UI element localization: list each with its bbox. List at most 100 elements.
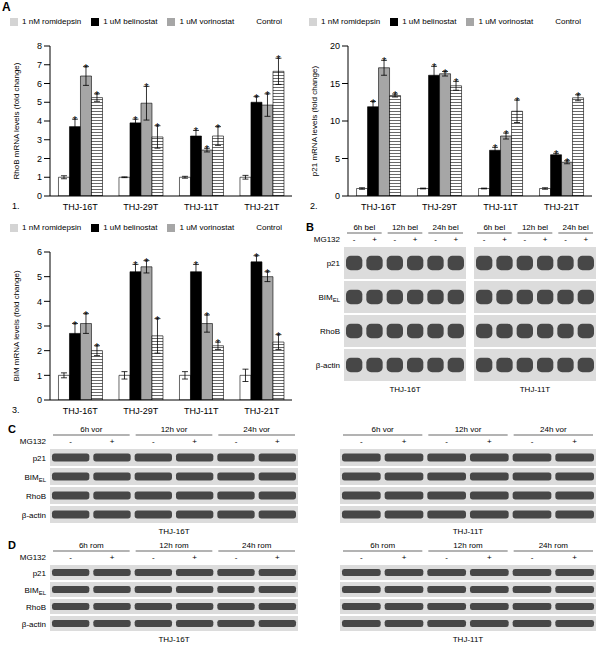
- svg-text:5: 5: [335, 154, 340, 164]
- svg-text:-: -: [353, 235, 356, 244]
- svg-text:12h bel: 12h bel: [392, 223, 418, 232]
- svg-text:6h rom: 6h rom: [370, 541, 395, 550]
- svg-text:*: *: [382, 55, 387, 67]
- svg-text:*: *: [194, 125, 199, 137]
- svg-text:+: +: [413, 235, 418, 244]
- svg-text:-: -: [483, 235, 486, 244]
- svg-text:RhoB: RhoB: [320, 327, 340, 336]
- svg-text:*: *: [432, 61, 437, 73]
- svg-text:0: 0: [37, 395, 42, 405]
- svg-text:12h bel: 12h bel: [522, 223, 548, 232]
- svg-text:+: +: [572, 437, 577, 446]
- svg-text:*: *: [554, 148, 559, 160]
- svg-text:6h bel: 6h bel: [483, 223, 505, 232]
- svg-text:C: C: [8, 423, 16, 435]
- svg-text:THJ-16T: THJ-16T: [361, 202, 397, 212]
- svg-text:+: +: [502, 235, 507, 244]
- svg-text:6h bel: 6h bel: [353, 223, 375, 232]
- svg-text:THJ-16T: THJ-16T: [63, 406, 99, 416]
- svg-text:THJ-29T: THJ-29T: [123, 202, 159, 212]
- svg-text:BIM mRNA levels (fold change): BIM mRNA levels (fold change): [12, 270, 21, 381]
- svg-text:-: -: [531, 553, 534, 562]
- svg-text:THJ-16T: THJ-16T: [389, 385, 420, 394]
- svg-text:-: -: [235, 437, 238, 446]
- svg-text:*: *: [144, 81, 149, 93]
- svg-text:12h vor: 12h vor: [455, 425, 482, 434]
- svg-text:p21: p21: [327, 259, 341, 268]
- svg-text:*: *: [265, 267, 270, 279]
- svg-text:10: 10: [330, 116, 340, 126]
- svg-text:-: -: [445, 553, 448, 562]
- svg-text:β-actin: β-actin: [316, 361, 340, 370]
- svg-text:7: 7: [37, 60, 42, 70]
- svg-text:*: *: [205, 310, 210, 322]
- svg-text:THJ-29T: THJ-29T: [422, 202, 458, 212]
- svg-text:THJ-21T: THJ-21T: [244, 202, 280, 212]
- svg-text:2: 2: [37, 346, 42, 356]
- svg-text:+: +: [453, 235, 458, 244]
- svg-text:+: +: [572, 553, 577, 562]
- svg-text:*: *: [73, 114, 78, 126]
- svg-text:5: 5: [37, 272, 42, 282]
- svg-text:*: *: [194, 259, 199, 271]
- svg-text:BIMEL: BIMEL: [24, 586, 46, 596]
- svg-text:*: *: [155, 314, 160, 326]
- svg-text:12h rom: 12h rom: [453, 541, 483, 550]
- svg-text:+: +: [275, 553, 280, 562]
- svg-text:*: *: [254, 251, 259, 263]
- svg-text:THJ-16T: THJ-16T: [158, 635, 189, 644]
- svg-text:+: +: [110, 553, 115, 562]
- svg-text:*: *: [84, 309, 89, 321]
- svg-text:*: *: [133, 114, 138, 126]
- svg-text:THJ-11T: THJ-11T: [483, 202, 518, 212]
- svg-text:-: -: [69, 553, 72, 562]
- svg-text:*: *: [254, 92, 259, 104]
- svg-text:p21: p21: [33, 454, 47, 463]
- svg-text:12h vor: 12h vor: [161, 425, 188, 434]
- svg-text:RhoB mRNA levels (fold change): RhoB mRNA levels (fold change): [12, 62, 21, 179]
- svg-text:+: +: [192, 437, 197, 446]
- svg-text:THJ-21T: THJ-21T: [244, 406, 280, 416]
- svg-text:-: -: [393, 235, 396, 244]
- svg-text:1: 1: [37, 172, 42, 182]
- svg-text:24h vor: 24h vor: [540, 425, 567, 434]
- svg-text:β-actin: β-actin: [22, 511, 46, 520]
- svg-text:*: *: [84, 62, 89, 74]
- svg-text:*: *: [576, 90, 581, 102]
- svg-text:MG132: MG132: [20, 553, 47, 562]
- svg-text:D: D: [8, 539, 16, 551]
- svg-text:-: -: [235, 553, 238, 562]
- svg-text:*: *: [216, 122, 221, 134]
- svg-text:*: *: [393, 89, 398, 101]
- svg-text:BIMEL: BIMEL: [318, 293, 340, 303]
- svg-text:RhoB: RhoB: [26, 603, 46, 612]
- svg-text:THJ-11T: THJ-11T: [184, 406, 219, 416]
- svg-text:*: *: [265, 89, 270, 101]
- svg-text:6h rom: 6h rom: [79, 541, 104, 550]
- svg-text:p21: p21: [33, 569, 47, 578]
- svg-text:*: *: [205, 143, 210, 155]
- svg-text:THJ-21T: THJ-21T: [544, 202, 580, 212]
- svg-text:24h bel: 24h bel: [433, 223, 459, 232]
- svg-text:3: 3: [37, 321, 42, 331]
- svg-text:*: *: [371, 97, 376, 109]
- svg-text:THJ-11T: THJ-11T: [520, 385, 551, 394]
- svg-text:MG132: MG132: [314, 235, 341, 244]
- svg-text:*: *: [515, 95, 520, 107]
- svg-text:THJ-16T: THJ-16T: [63, 202, 99, 212]
- svg-text:MG132: MG132: [20, 437, 47, 446]
- svg-text:*: *: [443, 67, 448, 79]
- svg-text:24h rom: 24h rom: [242, 541, 272, 550]
- svg-text:1: 1: [37, 371, 42, 381]
- svg-text:+: +: [487, 437, 492, 446]
- svg-text:-: -: [360, 553, 363, 562]
- svg-text:20: 20: [330, 41, 340, 51]
- svg-text:+: +: [583, 235, 588, 244]
- svg-text:*: *: [144, 256, 149, 268]
- svg-text:+: +: [275, 437, 280, 446]
- svg-text:-: -: [531, 437, 534, 446]
- svg-text:2: 2: [37, 154, 42, 164]
- svg-text:-: -: [434, 235, 437, 244]
- svg-text:THJ-16T: THJ-16T: [158, 527, 189, 536]
- svg-text:BIMEL: BIMEL: [24, 473, 46, 483]
